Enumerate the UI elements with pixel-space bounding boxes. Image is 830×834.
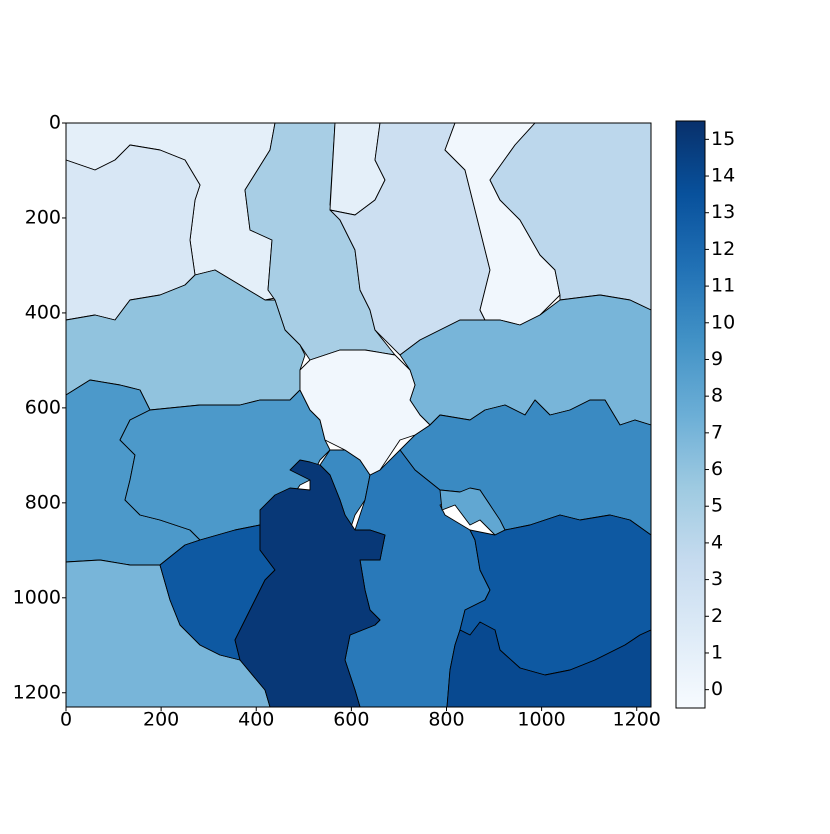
colorbar-tick-label: 4 [711,531,723,553]
plot-frame [65,122,652,708]
x-tick-label: 600 [333,709,369,731]
colorbar-tick-label: 14 [711,165,735,187]
colorbar-tick-label: 5 [711,495,723,517]
colorbar-tick-label: 7 [711,421,723,443]
colorbar-tick-label: 15 [711,128,735,150]
region [299,349,431,476]
y-tick-label: 800 [25,491,61,513]
x-tick-label: 800 [428,709,464,731]
x-tick-label: 1000 [517,709,565,731]
colorbar-tick-label: 3 [711,568,723,590]
x-tick-label: 200 [143,709,179,731]
y-tick-label: 0 [49,112,61,134]
colorbar-tick-label: 0 [711,678,723,700]
colorbar-tick-label: 12 [711,238,735,260]
x-tick-label: 1200 [613,709,661,731]
y-tick-label: 200 [25,206,61,228]
colorbar-tick-label: 6 [711,458,723,480]
colorbar-tick-label: 9 [711,348,723,370]
colorbar [675,120,706,709]
colorbar-tick-label: 1 [711,641,723,663]
colorbar-tick-label: 11 [711,275,735,297]
x-tick-label: 0 [60,709,72,731]
region [234,459,386,708]
y-tick-label: 1000 [13,586,61,608]
y-tick-label: 600 [25,396,61,418]
segment-map [65,122,652,708]
region [446,621,652,708]
y-tick-label: 1200 [13,681,61,703]
y-tick-label: 400 [25,301,61,323]
x-tick-label: 400 [238,709,274,731]
colorbar-tick-label: 10 [711,311,735,333]
colorbar-tick-label: 13 [711,201,735,223]
colorbar-tick-label: 2 [711,605,723,627]
colorbar-tick-label: 8 [711,385,723,407]
